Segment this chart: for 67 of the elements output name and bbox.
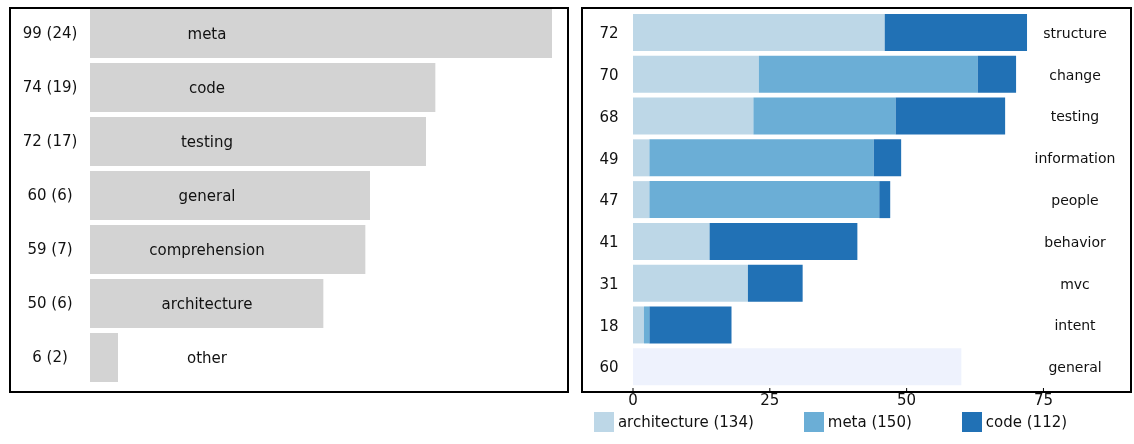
bar [758,55,978,93]
y-tick-label: general [1048,359,1102,376]
bar [753,97,896,135]
y-tick-label: people [1051,191,1099,208]
bar [649,181,880,219]
y-tick-label: structure [1043,24,1107,41]
bar [633,222,710,260]
bar [873,139,902,177]
y-tick-label: architecture [161,294,253,313]
bar [633,181,650,219]
bar [633,55,759,93]
bar [633,97,754,135]
total-label: 47 [599,191,619,210]
legend-label: meta (150) [827,412,912,431]
bar [90,117,426,166]
bar [649,306,732,344]
bar [90,333,118,382]
y-tick-label: testing [180,132,234,151]
y-tick-label: meta [187,24,227,43]
bar [649,139,874,177]
x-tick-label: 25 [760,390,780,409]
total-label: 49 [599,149,619,168]
total-label: 70 [599,65,619,84]
total-label: 72 [599,24,619,43]
y-tick-label: behavior [1044,233,1106,250]
y-tick-label: information [1034,150,1116,167]
y-tick-label: change [1049,66,1101,83]
total-label: 60 [599,358,619,377]
total-label: 18 [599,316,619,335]
bar [747,264,803,302]
total-label: 31 [599,274,619,293]
bar [633,306,644,344]
y-tick-label: comprehension [149,240,265,259]
y-tick-label: other [187,348,228,367]
bar [895,97,1006,135]
x-tick-label: 75 [1033,390,1053,409]
total-label: 41 [599,233,619,252]
data-label: 6 (2) [32,348,68,367]
y-tick-label: mvc [1060,275,1090,292]
legend-label: code (112) [985,412,1068,431]
bar [90,9,552,58]
bar [884,14,1028,51]
y-tick-label: testing [1050,108,1100,125]
x-tick-label: 50 [897,390,917,409]
y-tick-label: code [188,78,226,97]
y-tick-label: intent [1054,317,1097,334]
data-label: 74 (19) [22,78,78,97]
bar [633,264,748,302]
bar [879,181,891,219]
bar [90,63,436,112]
data-label: 99 (24) [22,24,78,43]
y-tick-label: general [178,186,236,205]
x-tick-label: 0 [628,390,638,409]
legend-label: architecture (134) [617,412,754,431]
data-label: 50 (6) [27,294,73,313]
data-label: 60 (6) [27,186,73,205]
bar [90,279,324,328]
total-label: 68 [599,107,619,126]
bar [633,139,650,177]
bar [643,306,650,344]
bar [709,222,858,260]
data-label: 72 (17) [22,132,78,151]
data-label: 59 (7) [27,240,73,259]
bar [90,225,366,274]
bar [977,55,1017,93]
bar [633,14,885,51]
bar [90,171,370,220]
